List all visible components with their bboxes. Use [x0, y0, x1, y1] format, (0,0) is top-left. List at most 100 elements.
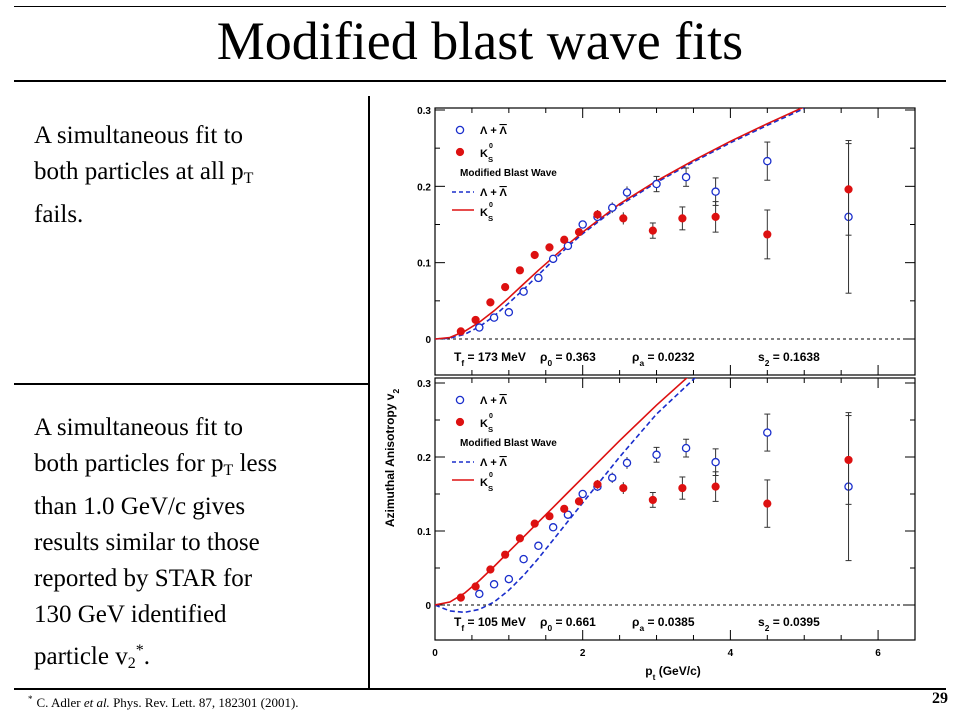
data-point-lambda	[534, 273, 543, 283]
fit-curve-k0s	[435, 378, 688, 606]
data-point-lambda	[504, 308, 514, 317]
data-point-lambda	[681, 172, 691, 182]
subscript: 2	[127, 655, 136, 672]
legend-marker-k0s	[455, 417, 465, 427]
data-point-lambda	[504, 574, 514, 584]
data-point-lambda	[607, 473, 617, 482]
text-segment: both particles at all p	[34, 158, 244, 185]
text-segment: particle v	[34, 643, 128, 670]
data-point-k0s	[648, 226, 657, 235]
data-point-k0s	[515, 534, 525, 543]
fit-param-rhoa: ρa = 0.0232	[632, 350, 695, 368]
data-point-k0s	[678, 214, 687, 223]
slide-title: Modified blast wave fits	[216, 11, 744, 71]
text-line: fails.	[34, 201, 84, 228]
data-point-k0s	[530, 519, 539, 528]
x-tick-label: 6	[875, 648, 881, 659]
data-point-k0s	[593, 480, 602, 489]
data-point-k0s	[844, 185, 853, 194]
legend-label-k0s: KS	[480, 418, 493, 434]
data-point-k0s	[471, 582, 480, 591]
fit-param-s2: s2 = 0.0395	[758, 615, 820, 633]
data-point-k0s	[619, 214, 628, 223]
x-axis-label: pt (GeV/c)	[645, 664, 701, 682]
legend-header: Modified Blast Wave	[460, 168, 557, 179]
fit-param-rho0: ρ0 = 0.363	[540, 350, 596, 368]
text-line: both particles for pT less	[34, 446, 277, 489]
footnote-text: Phys. Rev. Lett. 87, 182301 (2001).	[109, 695, 299, 710]
data-point-k0s	[471, 315, 480, 325]
text-line: A simultaneous fit to	[34, 122, 244, 149]
footnote: * C. Adler et al. Phys. Rev. Lett. 87, 18…	[28, 694, 299, 711]
column-divider	[368, 96, 370, 688]
data-point-k0s	[711, 212, 720, 221]
subscript: T	[243, 170, 254, 187]
y-axis-label: Azimuthal Anisotropy v2	[383, 389, 401, 528]
footnote-italic: et al.	[83, 695, 110, 710]
data-point-lambda	[534, 541, 543, 551]
text-segment: both particles for p	[34, 450, 224, 477]
legend-marker-lambda	[455, 395, 465, 405]
data-point-k0s	[678, 483, 687, 493]
data-point-k0s	[456, 593, 465, 602]
data-point-k0s	[530, 250, 539, 260]
data-point-lambda	[519, 287, 528, 296]
data-point-lambda	[475, 589, 484, 599]
footnote-text: C. Adler	[36, 695, 84, 710]
footer-rule	[14, 688, 946, 690]
footnote-marker: *	[28, 694, 33, 704]
plot-frame	[434, 107, 916, 376]
fit-param-rhoa: ρa = 0.0385	[632, 615, 695, 633]
legend-fit-label-lambda: Λ + Λ	[480, 457, 507, 469]
data-point-k0s	[763, 230, 772, 239]
y-tick-label: 0.1	[417, 259, 431, 270]
data-point-lambda	[711, 457, 720, 467]
data-point-k0s	[560, 235, 569, 244]
data-point-lambda	[563, 510, 573, 519]
legend-sup: 0	[489, 472, 493, 479]
data-point-k0s	[560, 504, 569, 513]
data-point-lambda	[519, 554, 528, 564]
text-block-2: A simultaneous fit to both particles for…	[34, 410, 277, 682]
fit-param-tf: Tf = 105 MeV	[454, 615, 526, 633]
y-tick-label: 0.2	[417, 453, 431, 464]
legend-header: Modified Blast Wave	[460, 438, 557, 449]
page-number: 29	[932, 690, 948, 707]
legend-marker-k0s	[455, 147, 465, 157]
data-point-k0s	[456, 327, 465, 336]
data-point-lambda	[548, 254, 558, 264]
fit-param-tf: Tf = 173 MeV	[454, 350, 526, 368]
data-point-lambda	[475, 323, 484, 332]
x-tick-label: 0	[432, 648, 438, 659]
legend-sup: 0	[489, 202, 493, 209]
y-tick-label: 0	[425, 335, 431, 346]
text-line: than 1.0 GeV/c gives	[34, 493, 246, 520]
data-point-lambda	[489, 313, 499, 322]
data-point-lambda	[652, 450, 661, 460]
data-point-k0s	[648, 495, 657, 505]
text-line: results similar to those	[34, 529, 260, 556]
data-point-k0s	[515, 266, 525, 275]
data-point-k0s	[711, 482, 720, 491]
superscript: *	[135, 642, 144, 659]
y-tick-label: 0	[425, 601, 431, 612]
fit-curve-lambda	[435, 378, 697, 614]
data-point-k0s	[763, 499, 772, 508]
data-point-k0s	[545, 512, 554, 521]
x-tick-label: 2	[580, 648, 586, 659]
text-block-divider	[14, 383, 368, 385]
data-point-lambda	[622, 458, 632, 468]
data-point-k0s	[593, 210, 602, 219]
title-underline	[14, 80, 946, 82]
legend-fit-label-lambda: Λ + Λ	[480, 187, 507, 199]
data-point-lambda	[607, 203, 617, 212]
data-point-k0s	[486, 298, 495, 307]
data-point-lambda	[711, 187, 720, 196]
legend-label-lambda: Λ + Λ	[480, 125, 507, 137]
data-point-k0s	[574, 497, 584, 506]
text-segment: .	[143, 643, 150, 670]
data-point-lambda	[489, 580, 499, 589]
